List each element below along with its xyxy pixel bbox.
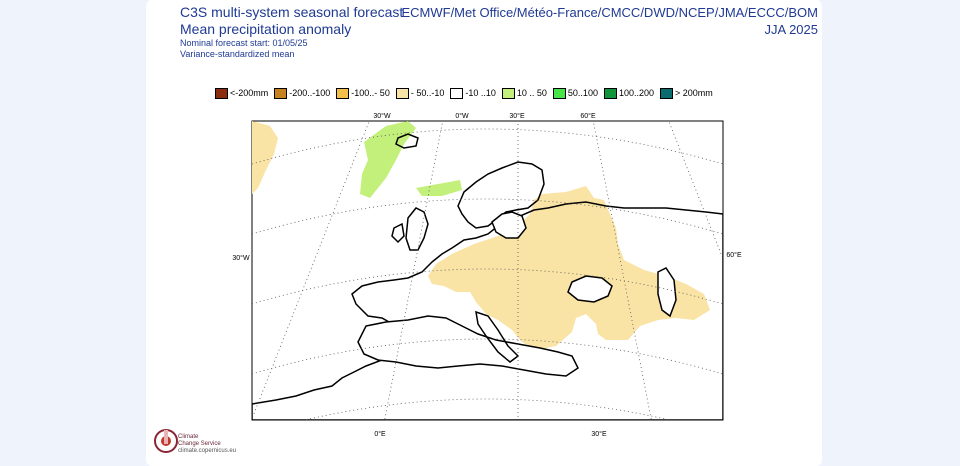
logo-url: climate.copernicus.eu — [178, 448, 237, 454]
legend-label: -100..- 50 — [351, 88, 390, 98]
iceland-coast — [395, 133, 419, 149]
chart-subtitle: Mean precipitation anomaly — [180, 21, 352, 37]
ireland-coast — [391, 222, 405, 244]
lon-label-top-3: 60°E — [580, 112, 596, 120]
chart-title: C3S multi-system seasonal forecast — [180, 4, 404, 20]
forecast-panel: C3S multi-system seasonal forecast Mean … — [146, 0, 822, 466]
legend-label: -200..-100 — [289, 88, 331, 98]
dry-anomaly-europe — [428, 186, 710, 350]
systems-list: ECMWF/Met Office/Météo-France/CMCC/DWD/N… — [401, 5, 818, 20]
lat-label-left: 30°W — [232, 254, 250, 262]
legend-item: 10 .. 50 — [501, 87, 547, 99]
legend-swatch — [660, 87, 673, 99]
graticule — [252, 121, 723, 420]
british-isles-coast — [405, 207, 429, 251]
legend-label: -10 ..10 — [465, 88, 496, 98]
legend-swatch — [215, 87, 228, 99]
legend-item: 50..100 — [552, 87, 598, 99]
logo-name-line1: Climate — [178, 434, 199, 440]
lon-label-top-2: 30°E — [509, 112, 525, 120]
lon-label-bottom-0: 0°E — [374, 430, 386, 438]
italy-coast — [475, 310, 520, 363]
forecast-start: Nominal forecast start: 01/05/25 — [180, 38, 308, 48]
logo-name-line2: Change Service — [178, 441, 221, 447]
map: 30°W 0°W 30°E 60°E 30°W 60°E 0°E 30°E — [146, 104, 822, 444]
legend-item: > 200mm — [660, 87, 713, 99]
legend-label: <-200mm — [230, 88, 269, 98]
systems-block: ECMWF/Met Office/Météo-France/CMCC/DWD/N… — [401, 4, 818, 38]
legend-label: > 200mm — [675, 88, 713, 98]
legend-item: -200..-100 — [274, 87, 331, 99]
legend-swatch — [395, 87, 409, 99]
caspian-sea-coast — [657, 267, 677, 318]
baltic-sea — [491, 211, 527, 239]
legend-swatch — [552, 87, 566, 99]
legend: <-200mm -200..-100 -100..- 50 - 50..-10 -10 … — [215, 86, 719, 100]
map-svg: 30°W 0°W 30°E 60°E 30°W 60°E 0°E 30°E — [232, 112, 742, 438]
copernicus-c3s-logo-icon — [154, 429, 178, 453]
scandinavia-coast — [457, 161, 545, 229]
legend-swatch — [501, 87, 515, 99]
legend-label: 100..200 — [618, 88, 654, 98]
legend-swatch — [336, 87, 350, 99]
legend-swatch — [274, 87, 288, 99]
legend-item: - 50..-10 — [395, 87, 445, 99]
logo-text: Climate Change Service climate.copernicu… — [178, 434, 236, 455]
wet-anomaly-norwegian-sea — [416, 180, 462, 196]
legend-item: <-200mm — [215, 87, 269, 99]
mediterranean-sea — [357, 315, 579, 377]
wet-anomaly-north-atlantic — [360, 121, 416, 198]
legend-swatch — [603, 87, 617, 99]
title-block: C3S multi-system seasonal forecast Mean … — [180, 4, 403, 60]
lon-label-top-1: 0°W — [455, 112, 469, 120]
forecast-period: JJA 2025 — [764, 22, 819, 37]
dry-anomaly-west — [252, 121, 278, 194]
legend-item: 100..200 — [603, 87, 654, 99]
legend-item: -100..- 50 — [336, 87, 390, 99]
legend-swatch — [450, 87, 464, 99]
black-sea-coast — [567, 275, 613, 303]
legend-item: -10 ..10 — [450, 87, 496, 99]
legend-label: 50..100 — [567, 88, 598, 98]
legend-label: - 50..-10 — [410, 88, 445, 98]
method-note: Variance-standardized mean — [180, 49, 295, 59]
lon-label-bottom-1: 30°E — [591, 430, 607, 438]
legend-label: 10 .. 50 — [516, 88, 547, 98]
lat-label-right: 60°E — [726, 251, 742, 259]
lon-label-top-0: 30°W — [373, 112, 391, 120]
